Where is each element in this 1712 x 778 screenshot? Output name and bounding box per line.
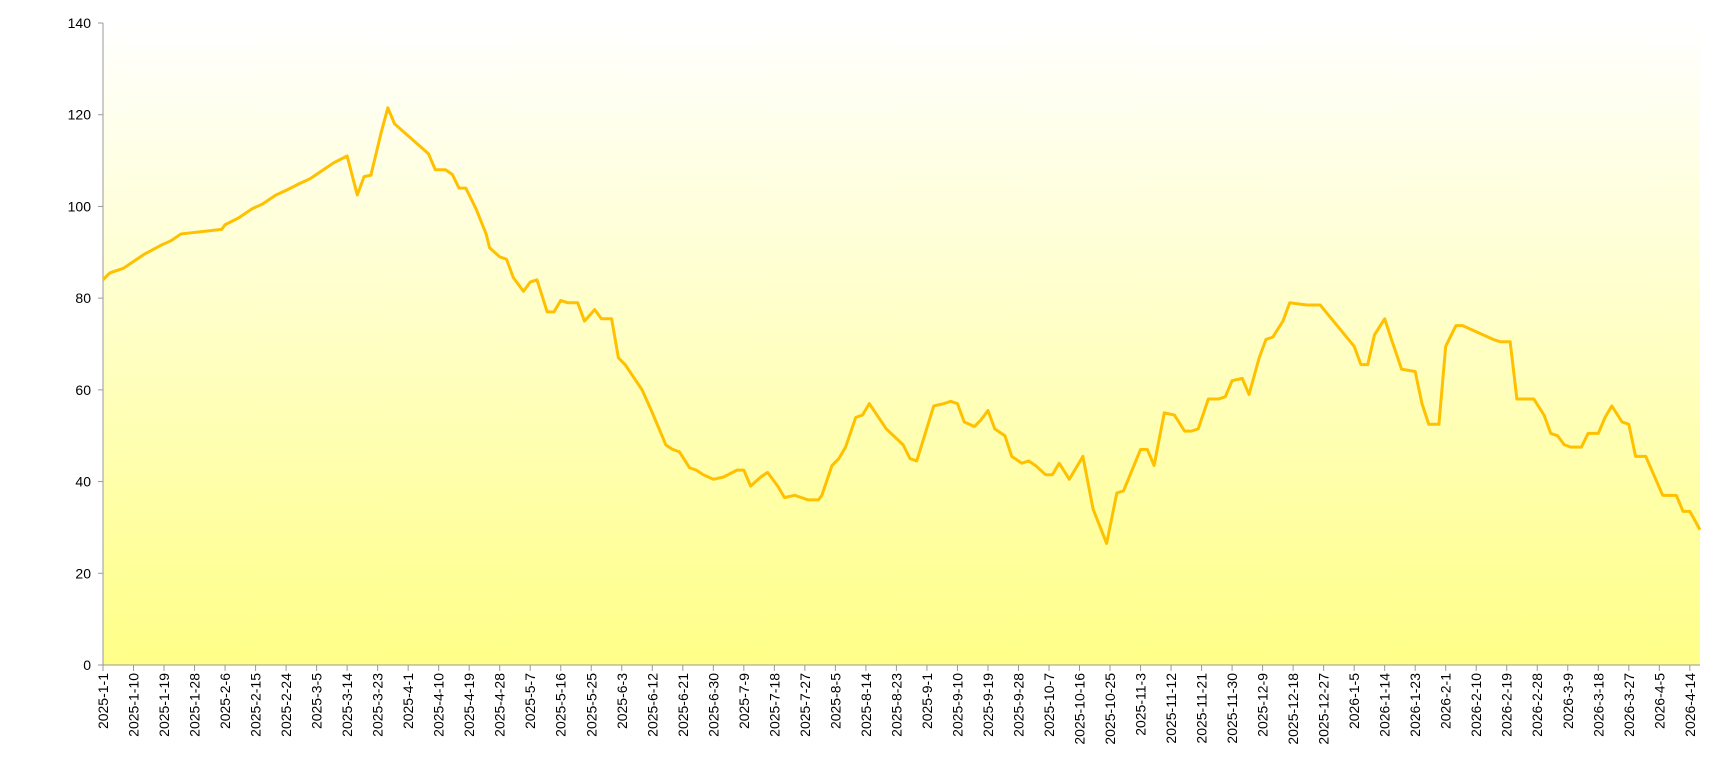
x-tick-label: 2026-3-18 [1590, 673, 1606, 737]
x-tick-label: 2025-11-21 [1194, 673, 1210, 744]
y-tick-label: 80 [75, 290, 91, 306]
y-tick-label: 100 [68, 198, 92, 214]
x-tick-label: 2025-12-9 [1255, 673, 1271, 737]
x-tick-label: 2026-4-14 [1682, 673, 1698, 737]
x-tick-label: 2025-9-28 [1010, 673, 1026, 737]
x-tick-label: 2025-5-25 [583, 673, 599, 737]
y-tick-label: 120 [68, 107, 92, 123]
x-tick-label: 2025-10-16 [1072, 673, 1088, 745]
x-tick-label: 2025-4-10 [431, 673, 447, 737]
x-tick-label: 2025-4-19 [461, 673, 477, 737]
x-tick-label: 2026-2-19 [1499, 673, 1515, 737]
x-tick-label: 2025-3-23 [370, 673, 386, 737]
x-tick-label: 2025-11-30 [1224, 673, 1240, 744]
x-tick-label: 2025-2-6 [217, 673, 233, 729]
x-tick-label: 2025-6-30 [705, 673, 721, 737]
x-tick-label: 2026-4-5 [1651, 673, 1667, 729]
x-tick-label: 2026-2-10 [1468, 673, 1484, 737]
x-tick-label: 2026-3-9 [1560, 673, 1576, 729]
x-tick-label: 2025-5-16 [553, 673, 569, 737]
x-tick-label: 2025-10-25 [1102, 673, 1118, 745]
x-tick-label: 2025-3-5 [309, 673, 325, 729]
x-tick-label: 2026-1-14 [1377, 673, 1393, 737]
x-tick-label: 2025-5-7 [522, 673, 538, 729]
x-tick-label: 2025-12-18 [1285, 673, 1301, 745]
x-tick-label: 2025-6-3 [614, 673, 630, 729]
x-tick-label: 2025-2-24 [278, 673, 294, 737]
x-tick-label: 2025-8-23 [888, 673, 904, 737]
x-tick-label: 2025-6-21 [675, 673, 691, 737]
x-tick-label: 2026-2-28 [1529, 673, 1545, 737]
y-tick-label: 20 [75, 565, 91, 581]
x-tick-label: 2025-2-15 [248, 673, 264, 737]
x-tick-label: 2025-1-10 [126, 673, 142, 737]
x-tick-label: 2025-7-27 [797, 673, 813, 737]
y-tick-label: 0 [83, 657, 91, 673]
x-tick-label: 2025-11-12 [1163, 673, 1179, 744]
x-tick-label: 2026-1-5 [1346, 673, 1362, 729]
x-tick-label: 2025-1-19 [156, 673, 172, 737]
plot-background [103, 23, 1700, 665]
x-tick-label: 2026-3-27 [1621, 673, 1637, 737]
x-tick-label: 2025-7-18 [766, 673, 782, 737]
x-tick-label: 2025-11-3 [1133, 673, 1149, 736]
y-tick-label: 40 [75, 474, 91, 490]
x-tick-label: 2025-9-1 [919, 673, 935, 729]
line-series [101, 106, 1702, 545]
x-tick-label: 2025-4-28 [492, 673, 508, 737]
x-tick-label: 2025-4-1 [400, 673, 416, 729]
y-tick-label: 140 [68, 15, 92, 31]
x-tick-label: 2025-1-1 [95, 673, 111, 729]
x-tick-label: 2025-9-10 [949, 673, 965, 737]
x-tick-label: 2025-8-14 [858, 673, 874, 737]
x-tick-label: 2025-12-27 [1316, 673, 1332, 745]
x-tick-label: 2025-3-14 [339, 673, 355, 737]
x-tick-label: 2026-2-1 [1438, 673, 1454, 729]
x-tick-label: 2025-9-19 [980, 673, 996, 737]
y-tick-label: 60 [75, 382, 91, 398]
x-tick-label: 2026-1-23 [1407, 673, 1423, 737]
x-tick-label: 2025-10-7 [1041, 673, 1057, 737]
x-tick-label: 2025-6-12 [644, 673, 660, 737]
x-tick-label: 2025-1-28 [187, 673, 203, 737]
x-tick-label: 2025-8-5 [827, 673, 843, 729]
x-tick-label: 2025-7-9 [736, 673, 752, 729]
